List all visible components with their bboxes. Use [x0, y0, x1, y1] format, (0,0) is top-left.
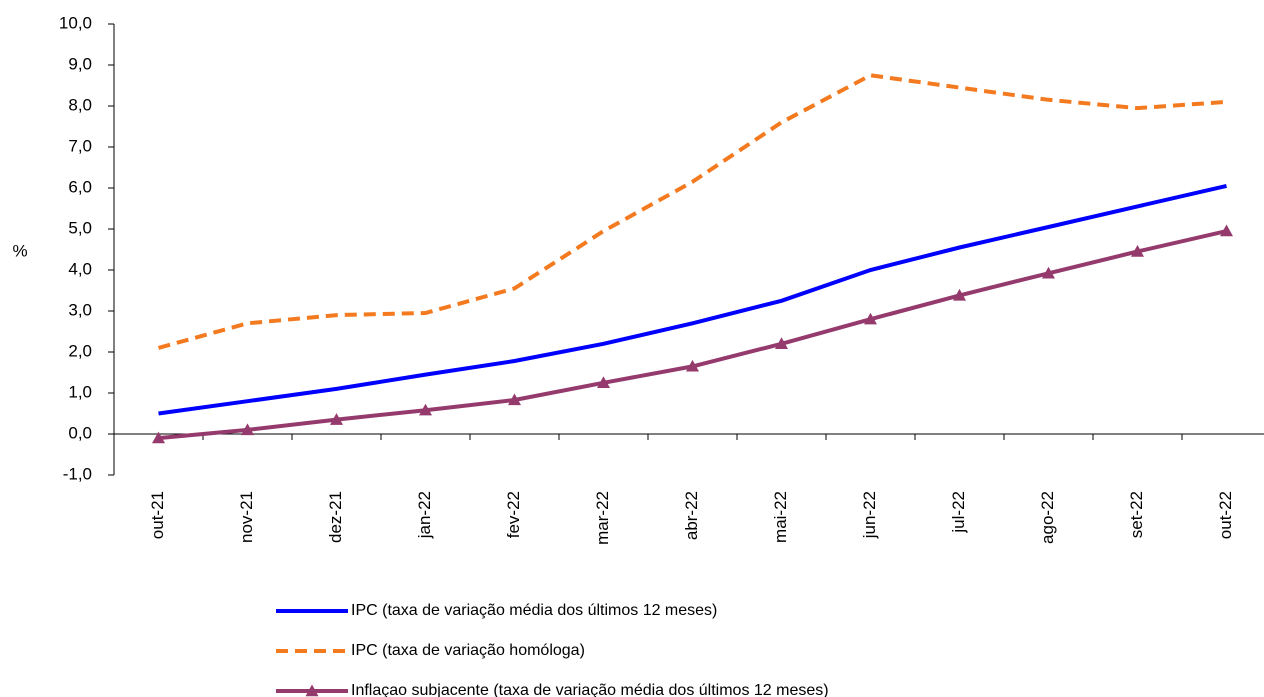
marker: [775, 337, 788, 349]
x-tick-label: set-22: [1127, 491, 1146, 538]
marker: [597, 376, 610, 388]
x-tick-label: out-22: [1216, 491, 1235, 539]
marker: [1220, 224, 1233, 237]
marker: [508, 393, 521, 406]
y-tick-label: 3,0: [68, 300, 92, 319]
x-tick-label: ago-22: [1038, 491, 1057, 544]
legend-label: Inflaçao subjacente (taxa de variação mé…: [351, 682, 829, 697]
x-tick-label: nov-21: [237, 491, 256, 543]
legend-label: IPC (taxa de variação homóloga): [351, 642, 585, 659]
marker: [1042, 266, 1055, 279]
marker: [953, 288, 966, 301]
x-tick-label: jan-22: [415, 491, 434, 539]
series-line: [157, 73, 1227, 350]
legend-marker: [305, 684, 319, 697]
x-tick-label: mar-22: [593, 491, 612, 545]
x-tick-label: abr-22: [682, 491, 701, 540]
marker: [686, 359, 699, 372]
marker: [330, 413, 343, 425]
marker: [419, 403, 432, 416]
x-tick-label: jul-22: [949, 491, 968, 534]
y-tick-label: -1,0: [63, 464, 92, 483]
y-tick-label: 5,0: [68, 218, 92, 237]
y-tick-label: 2,0: [68, 341, 92, 360]
series-line: [158, 229, 1227, 441]
legend-item: IPC (taxa de variação média dos últimos …: [276, 602, 717, 619]
marker: [152, 431, 165, 444]
y-tick-label: 6,0: [68, 177, 92, 196]
marker: [864, 312, 877, 325]
legend-item: Inflaçao subjacente (taxa de variação mé…: [276, 682, 829, 697]
y-tick-label: 0,0: [68, 423, 92, 442]
y-tick-label: 10,0: [59, 13, 92, 32]
legend-item: IPC (taxa de variação homóloga): [276, 642, 585, 659]
x-tick-label: fev-22: [504, 491, 523, 538]
x-tick-label: mai-22: [771, 491, 790, 543]
y-tick-label: 7,0: [68, 136, 92, 155]
x-tick-label: out-21: [148, 491, 167, 539]
y-tick-label: 8,0: [68, 95, 92, 114]
x-tick-label: jun-22: [860, 491, 879, 539]
y-tick-label: 4,0: [68, 259, 92, 278]
marker: [1131, 245, 1144, 257]
marker: [241, 423, 254, 436]
series-line: [158, 183, 1227, 416]
x-tick-label: dez-21: [326, 491, 345, 543]
y-tick-label: 9,0: [68, 54, 92, 73]
legend-label: IPC (taxa de variação média dos últimos …: [351, 602, 717, 619]
y-axis-label: %: [12, 241, 27, 260]
y-tick-label: 1,0: [68, 382, 92, 401]
